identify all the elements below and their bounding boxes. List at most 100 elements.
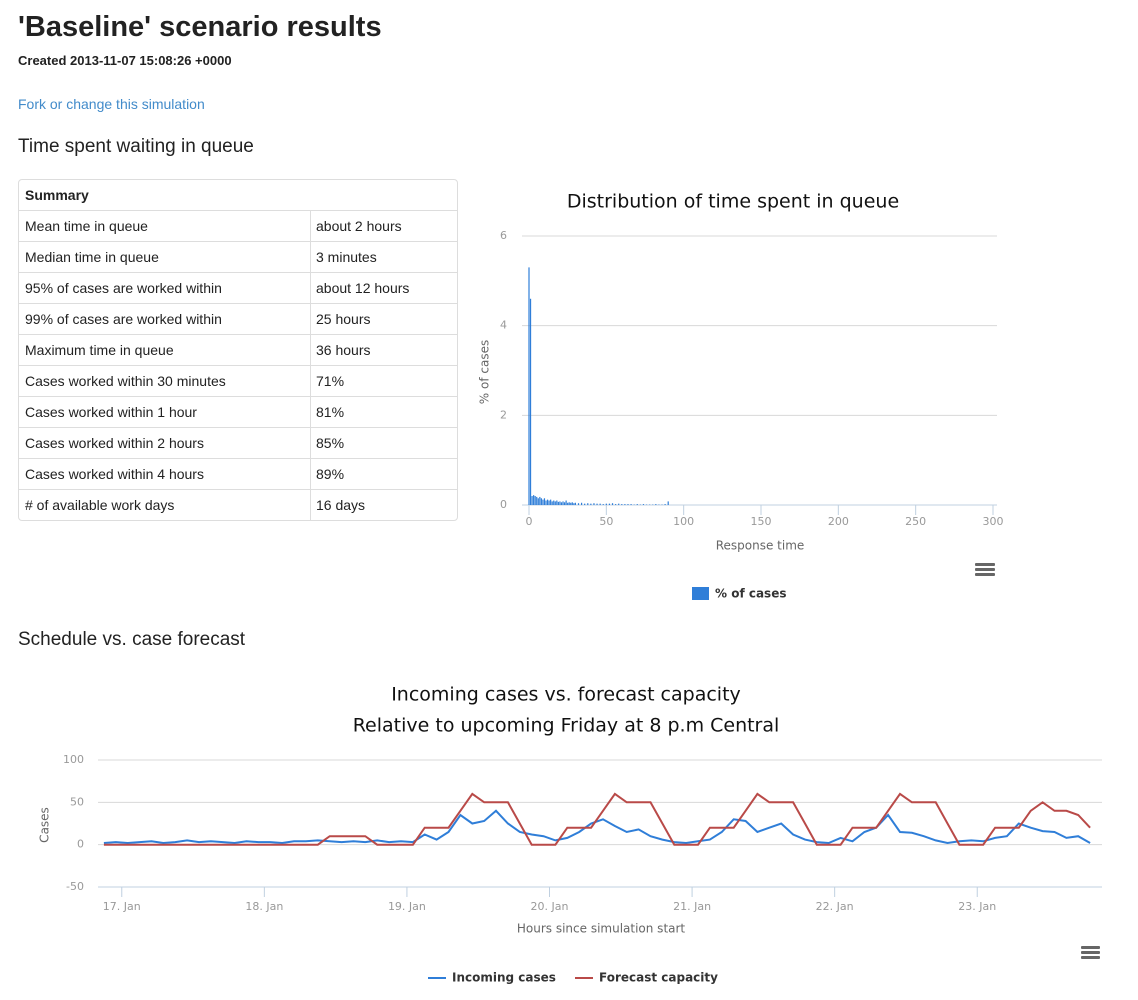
table-cell: 71% <box>310 365 457 396</box>
bar <box>587 503 589 505</box>
x-tick-label: 300 <box>983 515 1004 528</box>
bar <box>559 501 561 505</box>
bar <box>590 503 592 505</box>
bar <box>556 500 558 505</box>
table-row: Cases worked within 1 hour 81% <box>19 396 457 427</box>
legend-swatch <box>692 587 709 600</box>
bar <box>570 502 572 505</box>
table-cell: 3 minutes <box>310 241 457 272</box>
bar <box>636 504 638 505</box>
data-line <box>103 792 1091 846</box>
table-cell: about 2 hours <box>310 210 457 241</box>
bar <box>550 499 552 505</box>
bar <box>540 498 542 505</box>
x-tick-label: 18. Jan <box>245 900 283 913</box>
bar <box>554 501 556 505</box>
bar <box>537 498 539 505</box>
table-cell: 36 hours <box>310 334 457 365</box>
bar <box>565 500 567 505</box>
table-cell: Maximum time in queue <box>19 334 310 365</box>
x-tick-label: 150 <box>751 515 772 528</box>
table-cell: Cases worked within 1 hour <box>19 396 310 427</box>
table-cell: 25 hours <box>310 303 457 334</box>
bar <box>655 504 657 505</box>
bar <box>596 503 598 505</box>
table-cell: 95% of cases are worked within <box>19 272 310 303</box>
bar <box>562 501 564 505</box>
table-cell: 99% of cases are worked within <box>19 303 310 334</box>
table-cell: 85% <box>310 427 457 458</box>
bar <box>577 503 580 505</box>
x-axis-label: Response time <box>716 539 805 553</box>
table-row: Cases worked within 2 hours 85% <box>19 427 457 458</box>
section-heading: Time spent waiting in queue <box>18 136 254 157</box>
summary-table: Summary Mean time in queue about 2 hours Me… <box>18 179 458 521</box>
table-cell: about 12 hours <box>310 272 457 303</box>
bar <box>602 504 604 505</box>
fork-link[interactable]: Fork or change this simulation <box>18 96 205 112</box>
bar <box>542 499 544 505</box>
bar <box>615 504 617 505</box>
x-tick-label: 50 <box>599 515 613 528</box>
bar <box>621 504 623 505</box>
y-tick-label: 2 <box>500 408 507 421</box>
legend-label: Incoming cases <box>452 971 556 985</box>
x-tick-label: 250 <box>905 515 926 528</box>
y-tick-label: 6 <box>500 229 507 242</box>
table-cell: Cases worked within 4 hours <box>19 458 310 489</box>
bar <box>539 496 541 505</box>
table-header: Summary <box>25 187 89 203</box>
chart-title: Incoming cases vs. forecast capacity <box>391 684 741 706</box>
x-tick-label: 22. Jan <box>816 900 854 913</box>
table-row: Cases worked within 30 minutes 71% <box>19 365 457 396</box>
table-cell: 89% <box>310 458 457 489</box>
bar <box>568 502 570 505</box>
bar <box>573 503 575 505</box>
bar <box>529 298 532 505</box>
created-date: Created 2013-11-07 15:08:26 +0000 <box>18 53 232 68</box>
table-row: # of available work days 16 days <box>19 489 457 520</box>
table-cell: Cases worked within 30 minutes <box>19 365 310 396</box>
table-cell: Median time in queue <box>19 241 310 272</box>
chart-menu[interactable] <box>1081 946 1100 959</box>
chart-subtitle: Relative to upcoming Friday at 8 p.m Cen… <box>353 715 780 737</box>
y-tick-label: 4 <box>500 319 507 332</box>
bar <box>642 504 645 505</box>
bar <box>567 502 569 505</box>
bar <box>536 496 538 505</box>
bar <box>528 267 530 505</box>
x-tick-label: 200 <box>828 515 849 528</box>
x-tick-label: 17. Jan <box>103 900 141 913</box>
y-tick-label: 0 <box>77 838 84 851</box>
x-tick-label: 100 <box>673 515 694 528</box>
chart-menu[interactable] <box>975 563 995 576</box>
table-cell: Mean time in queue <box>19 210 310 241</box>
table-cell: Cases worked within 2 hours <box>19 427 310 458</box>
bar <box>563 502 566 505</box>
y-tick-label: -50 <box>66 880 84 893</box>
section-heading: Schedule vs. case forecast <box>18 629 246 650</box>
bar <box>531 496 533 505</box>
legend-label: Forecast capacity <box>599 971 718 985</box>
bar <box>627 504 629 505</box>
x-tick-label: 0 <box>526 515 533 528</box>
table-row: 95% of cases are worked within about 12 h… <box>19 272 457 303</box>
bar <box>574 502 576 505</box>
bar <box>608 503 611 505</box>
bar <box>557 501 559 505</box>
bar <box>605 503 607 505</box>
bar <box>618 503 620 505</box>
table-cell: 16 days <box>310 489 457 520</box>
bar <box>560 502 563 505</box>
bar <box>543 498 546 505</box>
table-cell: # of available work days <box>19 489 310 520</box>
x-tick-label: 21. Jan <box>673 900 711 913</box>
data-line <box>103 809 1091 845</box>
bar <box>664 504 666 505</box>
bar <box>593 503 595 505</box>
legend-label: % of cases <box>715 587 786 601</box>
page-title: 'Baseline' scenario results <box>18 11 382 43</box>
bar <box>584 503 586 505</box>
